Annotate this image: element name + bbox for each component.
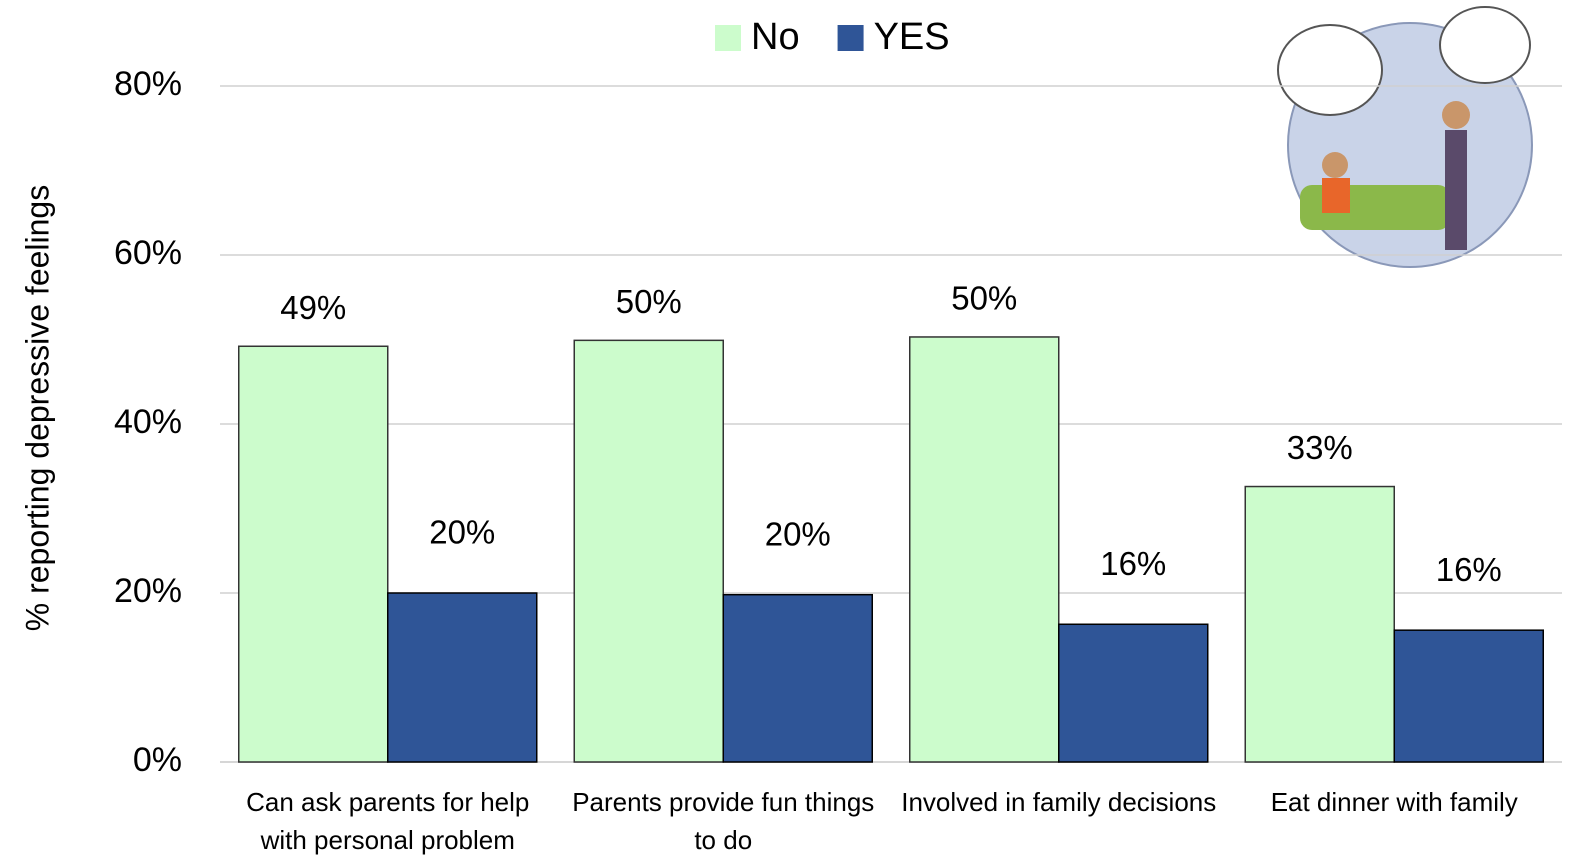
y-tick-label: 60% (114, 234, 182, 272)
value-label: 50% (951, 280, 1017, 317)
bar (909, 336, 1060, 763)
y-tick-label: 40% (114, 403, 182, 441)
bar (1244, 485, 1395, 763)
value-label: 20% (429, 514, 495, 551)
x-tick-line: Can ask parents for help (246, 787, 529, 817)
value-label: 33% (1287, 429, 1353, 466)
legend-label: YES (874, 16, 950, 58)
x-tick-line: Parents provide fun things (572, 787, 874, 817)
x-tick-label: Involved in family decisions (901, 787, 1216, 817)
x-tick-line: with personal problem (260, 825, 515, 855)
x-tick-line: Eat dinner with family (1271, 787, 1518, 817)
value-label: 50% (616, 283, 682, 320)
x-tick-label: Parents provide fun things to do (572, 787, 874, 855)
value-label: 20% (765, 515, 831, 552)
legend-swatch (715, 25, 741, 51)
bar (387, 592, 538, 763)
illustration (1277, 6, 1533, 268)
bar (573, 339, 724, 763)
y-tick-label: 80% (114, 65, 182, 103)
y-tick-label: 0% (133, 741, 182, 779)
x-tick-line: Involved in family decisions (901, 787, 1216, 817)
y-tick-label: 20% (114, 572, 182, 610)
y-axis-title: % reporting depressive feelings (19, 185, 55, 631)
legend-label: No (751, 16, 800, 58)
bar (722, 593, 873, 763)
bar (1393, 629, 1544, 763)
legend-swatch (837, 25, 864, 51)
value-label: 49% (280, 289, 346, 326)
x-tick-label: Can ask parents for help with personal pr… (246, 787, 529, 855)
bar (1058, 623, 1209, 763)
value-label: 16% (1100, 545, 1166, 582)
x-tick-line: to do (694, 825, 752, 855)
x-tick-label: Eat dinner with family (1271, 787, 1518, 817)
bar (238, 345, 389, 763)
value-label: 16% (1436, 551, 1502, 588)
